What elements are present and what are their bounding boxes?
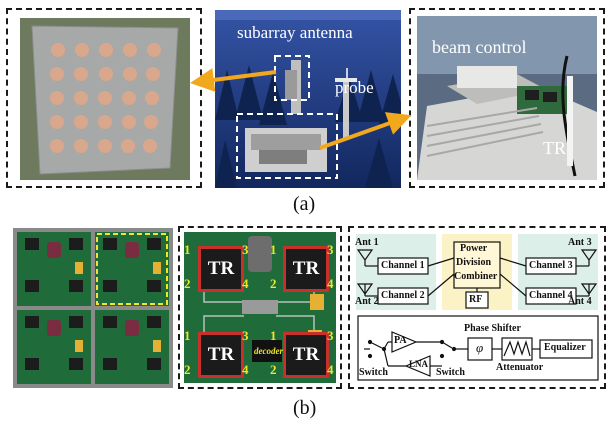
antenna-closeup-frame [6, 8, 202, 188]
ant2-label: Ant 2 [355, 296, 379, 307]
chip3-num-4: 4 [242, 362, 249, 377]
chip1-num-2: 2 [184, 276, 191, 291]
anechoic-chamber-photo [215, 10, 401, 188]
chain-panel [357, 315, 599, 381]
phase-shifter-label: Phase Shifter [464, 323, 521, 334]
tr-chip-3-label: TR [207, 344, 235, 365]
antenna-closeup-photo [20, 18, 190, 180]
equalizer-label: Equalizer [544, 342, 586, 353]
tr-chip-3: TR [198, 332, 244, 378]
attenuator-label: Attenuator [496, 362, 544, 373]
arrows-overlay [190, 68, 412, 150]
tr-label-photo: TR [543, 138, 567, 158]
lna-label: LNA [409, 359, 429, 369]
caption-a: (a) [293, 193, 316, 215]
switch-left-label: Switch [359, 367, 388, 378]
ant4-label: Ant 4 [568, 296, 592, 307]
chip4-num-3: 3 [327, 328, 334, 343]
probe-label: probe [335, 78, 374, 97]
pa-label: PA [394, 335, 407, 346]
chip2-num-2: 2 [270, 276, 277, 291]
phi-symbol: φ [476, 340, 484, 355]
chip4-num-1: 1 [270, 328, 277, 343]
tr-chip-1: TR [198, 246, 244, 292]
tr-chip-4-label: TR [292, 344, 320, 365]
rf-label: RF [469, 294, 483, 305]
chip2-num-3: 3 [327, 242, 334, 257]
beam-control-label: beam control [432, 37, 527, 57]
chip1-num-1: 1 [184, 242, 191, 257]
pdc-label-3: Combiner [454, 271, 498, 282]
chip3-num-1: 1 [184, 328, 191, 343]
tr-chip-2-label: TR [292, 258, 320, 279]
board-array-photo [13, 228, 173, 388]
chip1-num-3: 3 [242, 242, 249, 257]
arrow-to-beam [319, 112, 412, 150]
channel1-label: Channel 1 [381, 260, 425, 271]
ant3-label: Ant 3 [568, 237, 592, 248]
channel3-label: Channel 3 [529, 260, 573, 271]
tr-chip-4: TR [283, 332, 329, 378]
decoder-label: decoder [254, 346, 283, 356]
channel2-label: Channel 2 [381, 290, 425, 301]
block-diagram-frame: Ant 1 Ant 2 Ant 3 Ant 4 Channel 1 Channe… [348, 226, 606, 389]
chip4-num-2: 2 [270, 362, 277, 377]
ant1-label: Ant 1 [355, 237, 379, 248]
pdc-label-1: Power [460, 243, 488, 254]
chip4-num-4: 4 [327, 362, 334, 377]
beam-control-photo [417, 16, 597, 180]
beam-control-frame [409, 8, 605, 188]
chip2-num-1: 1 [270, 242, 277, 257]
chip3-num-3: 3 [242, 328, 249, 343]
switch-right-label: Switch [436, 367, 465, 378]
chip3-num-2: 2 [184, 362, 191, 377]
caption-b: (b) [293, 397, 317, 419]
pdc-label-2: Division [456, 257, 492, 268]
block-diagram [356, 234, 599, 381]
chip2-num-4: 4 [327, 276, 334, 291]
tr-chip-2: TR [283, 246, 329, 292]
tr-chip-1-label: TR [207, 258, 235, 279]
tr-board-frame: TR TR TR TR 1 2 3 4 1 2 3 4 1 2 3 4 1 2 … [178, 226, 342, 389]
chip1-num-4: 4 [242, 276, 249, 291]
arrow-to-antenna [190, 68, 277, 92]
subarray-antenna-label: subarray antenna [237, 23, 353, 42]
channel4-label: Channel 4 [529, 290, 573, 301]
